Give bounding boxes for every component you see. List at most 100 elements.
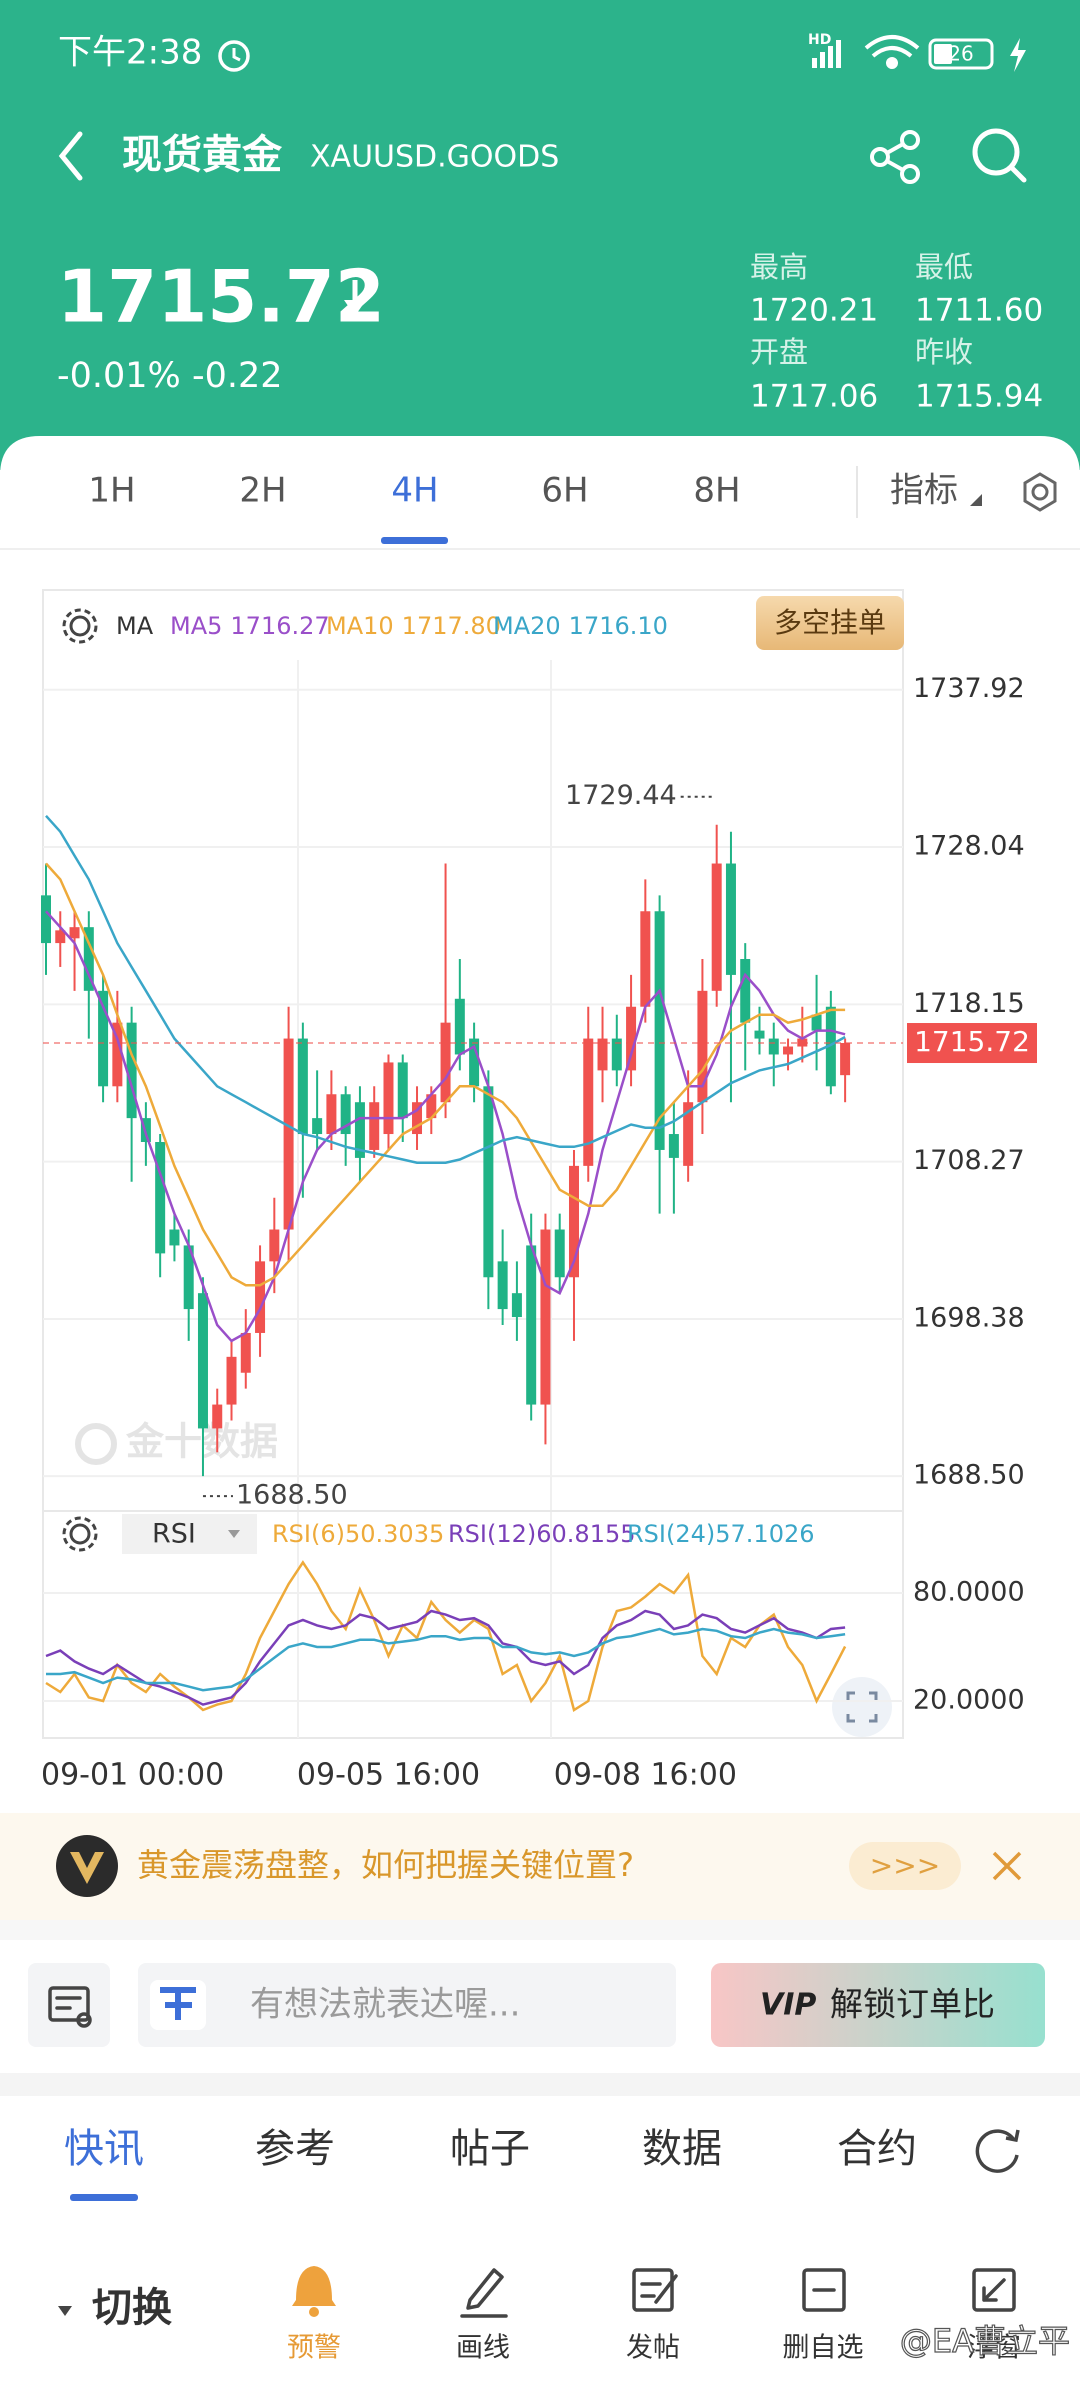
period-tab[interactable]: 6H bbox=[541, 471, 588, 511]
candle-body bbox=[340, 1094, 351, 1135]
last-price: 1715.72 bbox=[57, 255, 385, 339]
candle-body bbox=[255, 1261, 266, 1333]
refresh-button[interactable] bbox=[975, 2129, 1019, 2173]
banner-text[interactable]: 黄金震荡盘整，如何把握关键位置? bbox=[137, 1846, 634, 1884]
order-button-label[interactable]: 多空挂单 bbox=[774, 606, 886, 639]
legend-name: MA10 bbox=[326, 612, 394, 640]
candle-body bbox=[197, 1293, 208, 1429]
gap bbox=[0, 1920, 1080, 1940]
candle-body bbox=[240, 1332, 251, 1373]
signal-icon bbox=[812, 40, 841, 68]
legend-name: RSI(24) bbox=[627, 1520, 715, 1548]
card-top bbox=[0, 436, 1080, 480]
stat-label: 开盘 bbox=[750, 335, 808, 369]
chart-settings[interactable] bbox=[1023, 472, 1057, 512]
candle-body bbox=[640, 911, 651, 1007]
refresh-arrow bbox=[1005, 2129, 1020, 2143]
draw-icon bbox=[460, 2268, 508, 2318]
period-tab-active[interactable]: 4H bbox=[391, 471, 438, 511]
search-button[interactable] bbox=[972, 128, 1027, 183]
switch-arrow bbox=[58, 2306, 72, 2316]
candle-body bbox=[697, 990, 708, 1103]
rsi-line bbox=[46, 1627, 846, 1692]
ma-legend: MA5 1716.27 bbox=[170, 612, 330, 640]
input-placeholder[interactable]: 有想法就表达喔... bbox=[250, 1985, 520, 2025]
candle-body bbox=[654, 911, 665, 1150]
instrument-symbol: XAUUSD.GOODS bbox=[310, 140, 559, 175]
ma-settings[interactable] bbox=[62, 608, 98, 644]
switch-button[interactable]: 切换 bbox=[92, 2285, 172, 2331]
candle-body bbox=[369, 1102, 380, 1150]
order-button[interactable] bbox=[756, 596, 904, 650]
content-tab[interactable]: 参考 bbox=[255, 2126, 335, 2172]
ma-line bbox=[45, 910, 846, 1343]
toolbar-item[interactable]: 预警 bbox=[287, 2333, 341, 2364]
candle-body bbox=[469, 1038, 480, 1087]
input-logo bbox=[160, 1987, 196, 2020]
header-bg bbox=[0, 0, 1080, 480]
hd-label: HD bbox=[808, 32, 831, 48]
banner-close[interactable] bbox=[992, 1851, 1022, 1881]
comment-input[interactable] bbox=[138, 1963, 676, 2047]
vip-button-label[interactable]: 解锁订单比 bbox=[830, 1985, 995, 2024]
rsi-settings[interactable] bbox=[62, 1516, 98, 1552]
candle-body bbox=[597, 1038, 608, 1071]
fullscreen-button[interactable] bbox=[832, 1677, 892, 1737]
period-tab[interactable]: 2H bbox=[239, 471, 286, 511]
down-arrow bbox=[344, 280, 366, 316]
candle-body bbox=[711, 863, 722, 991]
stat-value: 1715.94 bbox=[915, 379, 1043, 415]
back-button[interactable] bbox=[58, 131, 83, 181]
candle-body bbox=[825, 1006, 836, 1087]
period-tab[interactable]: 1H bbox=[88, 471, 135, 511]
period-tab[interactable]: 8H bbox=[693, 471, 740, 511]
battery-percent: 26 bbox=[948, 42, 973, 66]
toolbar-item[interactable]: 画线 bbox=[456, 2333, 510, 2364]
indicator-menu[interactable]: 指标 bbox=[890, 471, 958, 511]
legend-name: RSI(6) bbox=[272, 1520, 345, 1548]
battery bbox=[928, 38, 994, 70]
banner-button[interactable] bbox=[849, 1842, 961, 1890]
candle-body bbox=[526, 1245, 537, 1405]
candle-body bbox=[41, 895, 51, 944]
candle-body bbox=[426, 1094, 437, 1119]
content-tab[interactable]: 合约 bbox=[837, 2126, 917, 2172]
banner-logo bbox=[56, 1835, 118, 1897]
legend-name: RSI(12) bbox=[448, 1520, 536, 1548]
candle-body bbox=[840, 1043, 851, 1076]
toolbar-item[interactable]: 删自选 bbox=[783, 2333, 864, 2364]
y-tick-label: 1688.50 bbox=[913, 1460, 1025, 1491]
candle-body bbox=[725, 863, 736, 975]
vip-logo: VIP bbox=[760, 1988, 816, 2023]
candle-body bbox=[155, 1141, 166, 1254]
stat-value: 1711.60 bbox=[915, 293, 1043, 329]
last-price-label: 1715.72 bbox=[914, 1025, 1030, 1058]
content-tab-active[interactable]: 快讯 bbox=[64, 2126, 144, 2172]
candle-body bbox=[740, 958, 751, 1023]
y-tick-label: 80.0000 bbox=[913, 1577, 1025, 1608]
list-button[interactable] bbox=[28, 1963, 110, 2047]
last-price-tag bbox=[907, 1023, 1037, 1064]
battery-level bbox=[934, 44, 952, 64]
candle-body bbox=[583, 1038, 594, 1166]
candle-body bbox=[668, 1134, 679, 1158]
candle-body bbox=[69, 927, 80, 939]
candle-body bbox=[83, 927, 94, 991]
candle-body bbox=[212, 1404, 223, 1429]
candle-body bbox=[326, 1094, 337, 1135]
banner-button-label[interactable]: >>> bbox=[870, 1849, 940, 1882]
content-tab[interactable]: 数据 bbox=[642, 2126, 722, 2172]
candle-body bbox=[354, 1102, 365, 1158]
min-label: 1688.50 bbox=[236, 1480, 348, 1511]
vip-button[interactable] bbox=[711, 1963, 1045, 2047]
share-button[interactable] bbox=[870, 130, 920, 184]
content-tab[interactable]: 帖子 bbox=[450, 2126, 530, 2172]
toolbar-item[interactable]: 发帖 bbox=[626, 2333, 680, 2364]
candle-body bbox=[568, 1165, 579, 1278]
x-tick-label: 09-08 16:00 bbox=[554, 1758, 737, 1793]
toolbar-item[interactable]: 浮窗 bbox=[967, 2333, 1021, 2364]
candle-body bbox=[55, 930, 66, 944]
legend-name: MA20 bbox=[493, 612, 561, 640]
candle-body bbox=[683, 1102, 694, 1166]
x-tick-label: 09-01 00:00 bbox=[41, 1758, 224, 1793]
